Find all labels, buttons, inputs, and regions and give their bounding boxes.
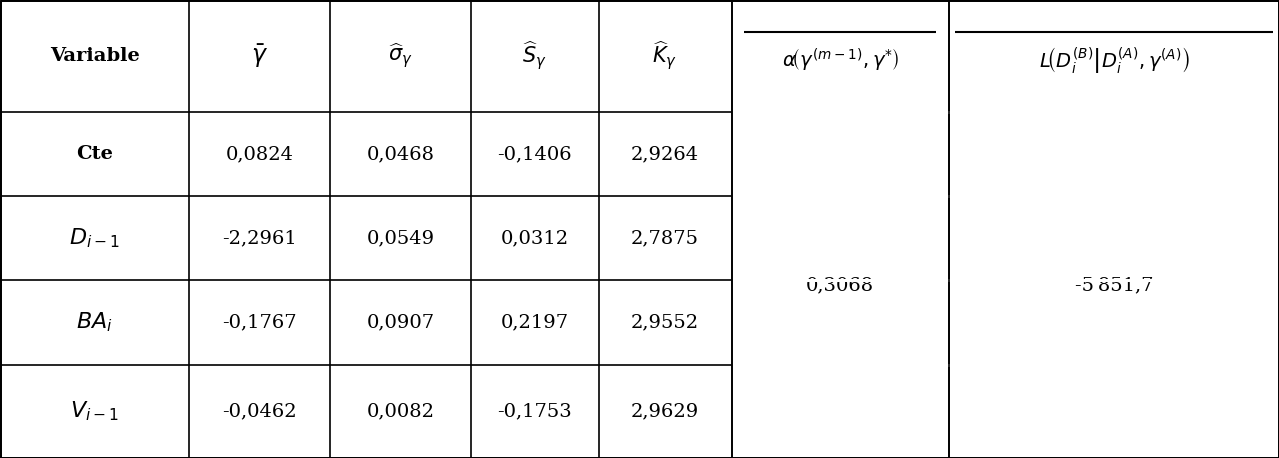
Text: -0,1767: -0,1767 [223, 313, 297, 332]
Text: $\widehat{\sigma}_{\gamma}$: $\widehat{\sigma}_{\gamma}$ [388, 42, 413, 71]
Text: $\widehat{K}_{\gamma}$: $\widehat{K}_{\gamma}$ [652, 40, 678, 72]
Text: -0,1406: -0,1406 [498, 145, 572, 163]
Text: $BA_i$: $BA_i$ [77, 311, 113, 334]
Text: $\alpha\!\left(\gamma^{(m-1)},\gamma^{*}\right)$: $\alpha\!\left(\gamma^{(m-1)},\gamma^{*}… [781, 47, 899, 74]
Text: $D_{i-1}$: $D_{i-1}$ [69, 226, 120, 250]
Text: 0,0468: 0,0468 [366, 145, 435, 163]
Text: Cte: Cte [77, 145, 113, 163]
Text: 2,7875: 2,7875 [631, 229, 700, 247]
Text: Variable: Variable [50, 47, 139, 65]
Text: 0,3068: 0,3068 [806, 276, 875, 294]
Text: 2,9629: 2,9629 [631, 402, 700, 420]
Text: -2,2961: -2,2961 [223, 229, 297, 247]
Text: 2,9264: 2,9264 [631, 145, 700, 163]
Text: 0,2197: 0,2197 [500, 313, 569, 332]
Text: $V_{i-1}$: $V_{i-1}$ [70, 399, 119, 423]
Text: -5 851,7: -5 851,7 [1074, 276, 1154, 294]
Text: 0,0312: 0,0312 [500, 229, 569, 247]
Text: $\widehat{S}_{\gamma}$: $\widehat{S}_{\gamma}$ [522, 40, 547, 72]
Text: $\bar{\gamma}$: $\bar{\gamma}$ [251, 42, 269, 70]
Text: 0,0824: 0,0824 [225, 145, 294, 163]
Text: -0,0462: -0,0462 [223, 402, 297, 420]
Text: 2,9552: 2,9552 [631, 313, 700, 332]
Text: 0,0082: 0,0082 [366, 402, 435, 420]
Text: $L\!\left(D_i^{(B)}\middle|D_i^{(A)},\gamma^{(A)}\right)$: $L\!\left(D_i^{(B)}\middle|D_i^{(A)},\ga… [1039, 46, 1189, 76]
Text: 0,0907: 0,0907 [366, 313, 435, 332]
Text: -0,1753: -0,1753 [498, 402, 572, 420]
Text: 0,0549: 0,0549 [366, 229, 435, 247]
